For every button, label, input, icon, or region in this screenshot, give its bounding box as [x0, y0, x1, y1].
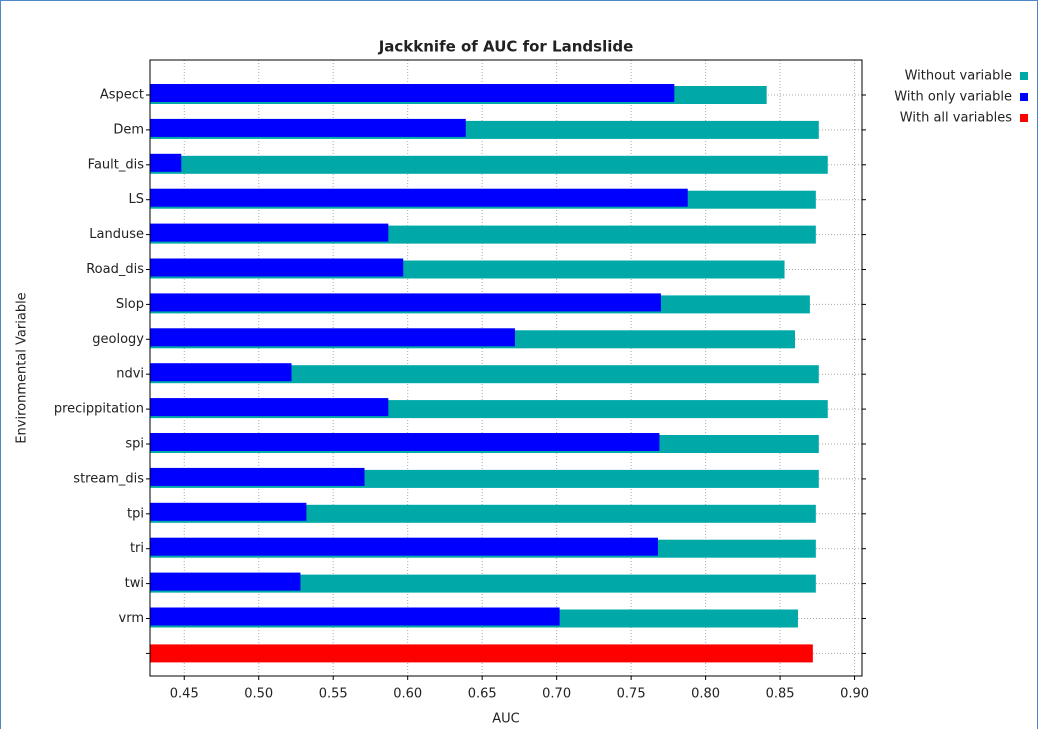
x-tick-label: 0.70: [542, 687, 571, 702]
y-tick-label: Slop: [116, 297, 144, 312]
x-tick-label: 0.65: [468, 687, 497, 702]
bar: [150, 223, 389, 242]
x-tick-label: 0.45: [170, 687, 199, 702]
bar: [150, 398, 389, 417]
bar: [150, 365, 819, 384]
legend-swatch: [1020, 93, 1028, 101]
bar: [150, 574, 816, 593]
bar: [150, 433, 660, 451]
y-tick-label: tpi: [127, 506, 144, 521]
bar: [150, 607, 560, 626]
x-tick-label: 0.60: [393, 687, 422, 702]
x-tick-label: 0.85: [766, 687, 795, 702]
legend-swatch: [1020, 72, 1028, 80]
bar: [150, 467, 365, 486]
plot-border: [149, 59, 863, 677]
legend-swatch: [1020, 114, 1028, 122]
y-tick-label: spi: [125, 437, 144, 452]
y-tick-label: Fault_dis: [88, 157, 145, 172]
bar: [150, 258, 404, 277]
y-tick-label: stream_dis: [73, 471, 144, 486]
y-tick-label: ndvi: [116, 367, 144, 382]
x-tick-label: 0.55: [319, 687, 348, 702]
y-tick-label: Dem: [113, 122, 144, 137]
y-tick-label: precippitation: [54, 402, 144, 417]
y-axis-label: Environmental Variable: [15, 292, 30, 443]
bar: [150, 118, 466, 137]
y-tick-label: vrm: [119, 611, 144, 626]
bar: [150, 644, 813, 663]
x-tick-label: 0.50: [244, 687, 273, 702]
y-tick-label: Landuse: [89, 227, 144, 242]
legend-label: With only variable: [894, 90, 1012, 105]
y-tick-label: LS: [129, 192, 145, 207]
y-tick-label: tri: [130, 541, 144, 556]
x-axis-label: AUC: [492, 712, 520, 727]
legend-label: Without variable: [905, 69, 1012, 84]
bar: [150, 502, 307, 521]
bar: [150, 293, 661, 312]
x-tick-label: 0.75: [617, 687, 646, 702]
bar: [150, 155, 828, 174]
y-tick-label: geology: [92, 332, 144, 347]
y-tick-label: Road_dis: [86, 262, 144, 277]
bar: [150, 84, 675, 102]
legend-label: With all variables: [900, 111, 1012, 126]
x-tick-label: 0.80: [691, 687, 720, 702]
bar: [150, 572, 301, 591]
bar: [150, 153, 182, 172]
bar: [150, 188, 688, 207]
chart-title: Jackknife of AUC for Landslide: [378, 38, 634, 56]
y-tick-label: twi: [125, 576, 144, 591]
bar: [150, 537, 658, 556]
bar: [150, 504, 816, 523]
bar: [150, 363, 292, 382]
x-tick-label: 0.90: [840, 687, 869, 702]
y-tick-label: Aspect: [100, 88, 144, 103]
bar: [150, 328, 515, 347]
